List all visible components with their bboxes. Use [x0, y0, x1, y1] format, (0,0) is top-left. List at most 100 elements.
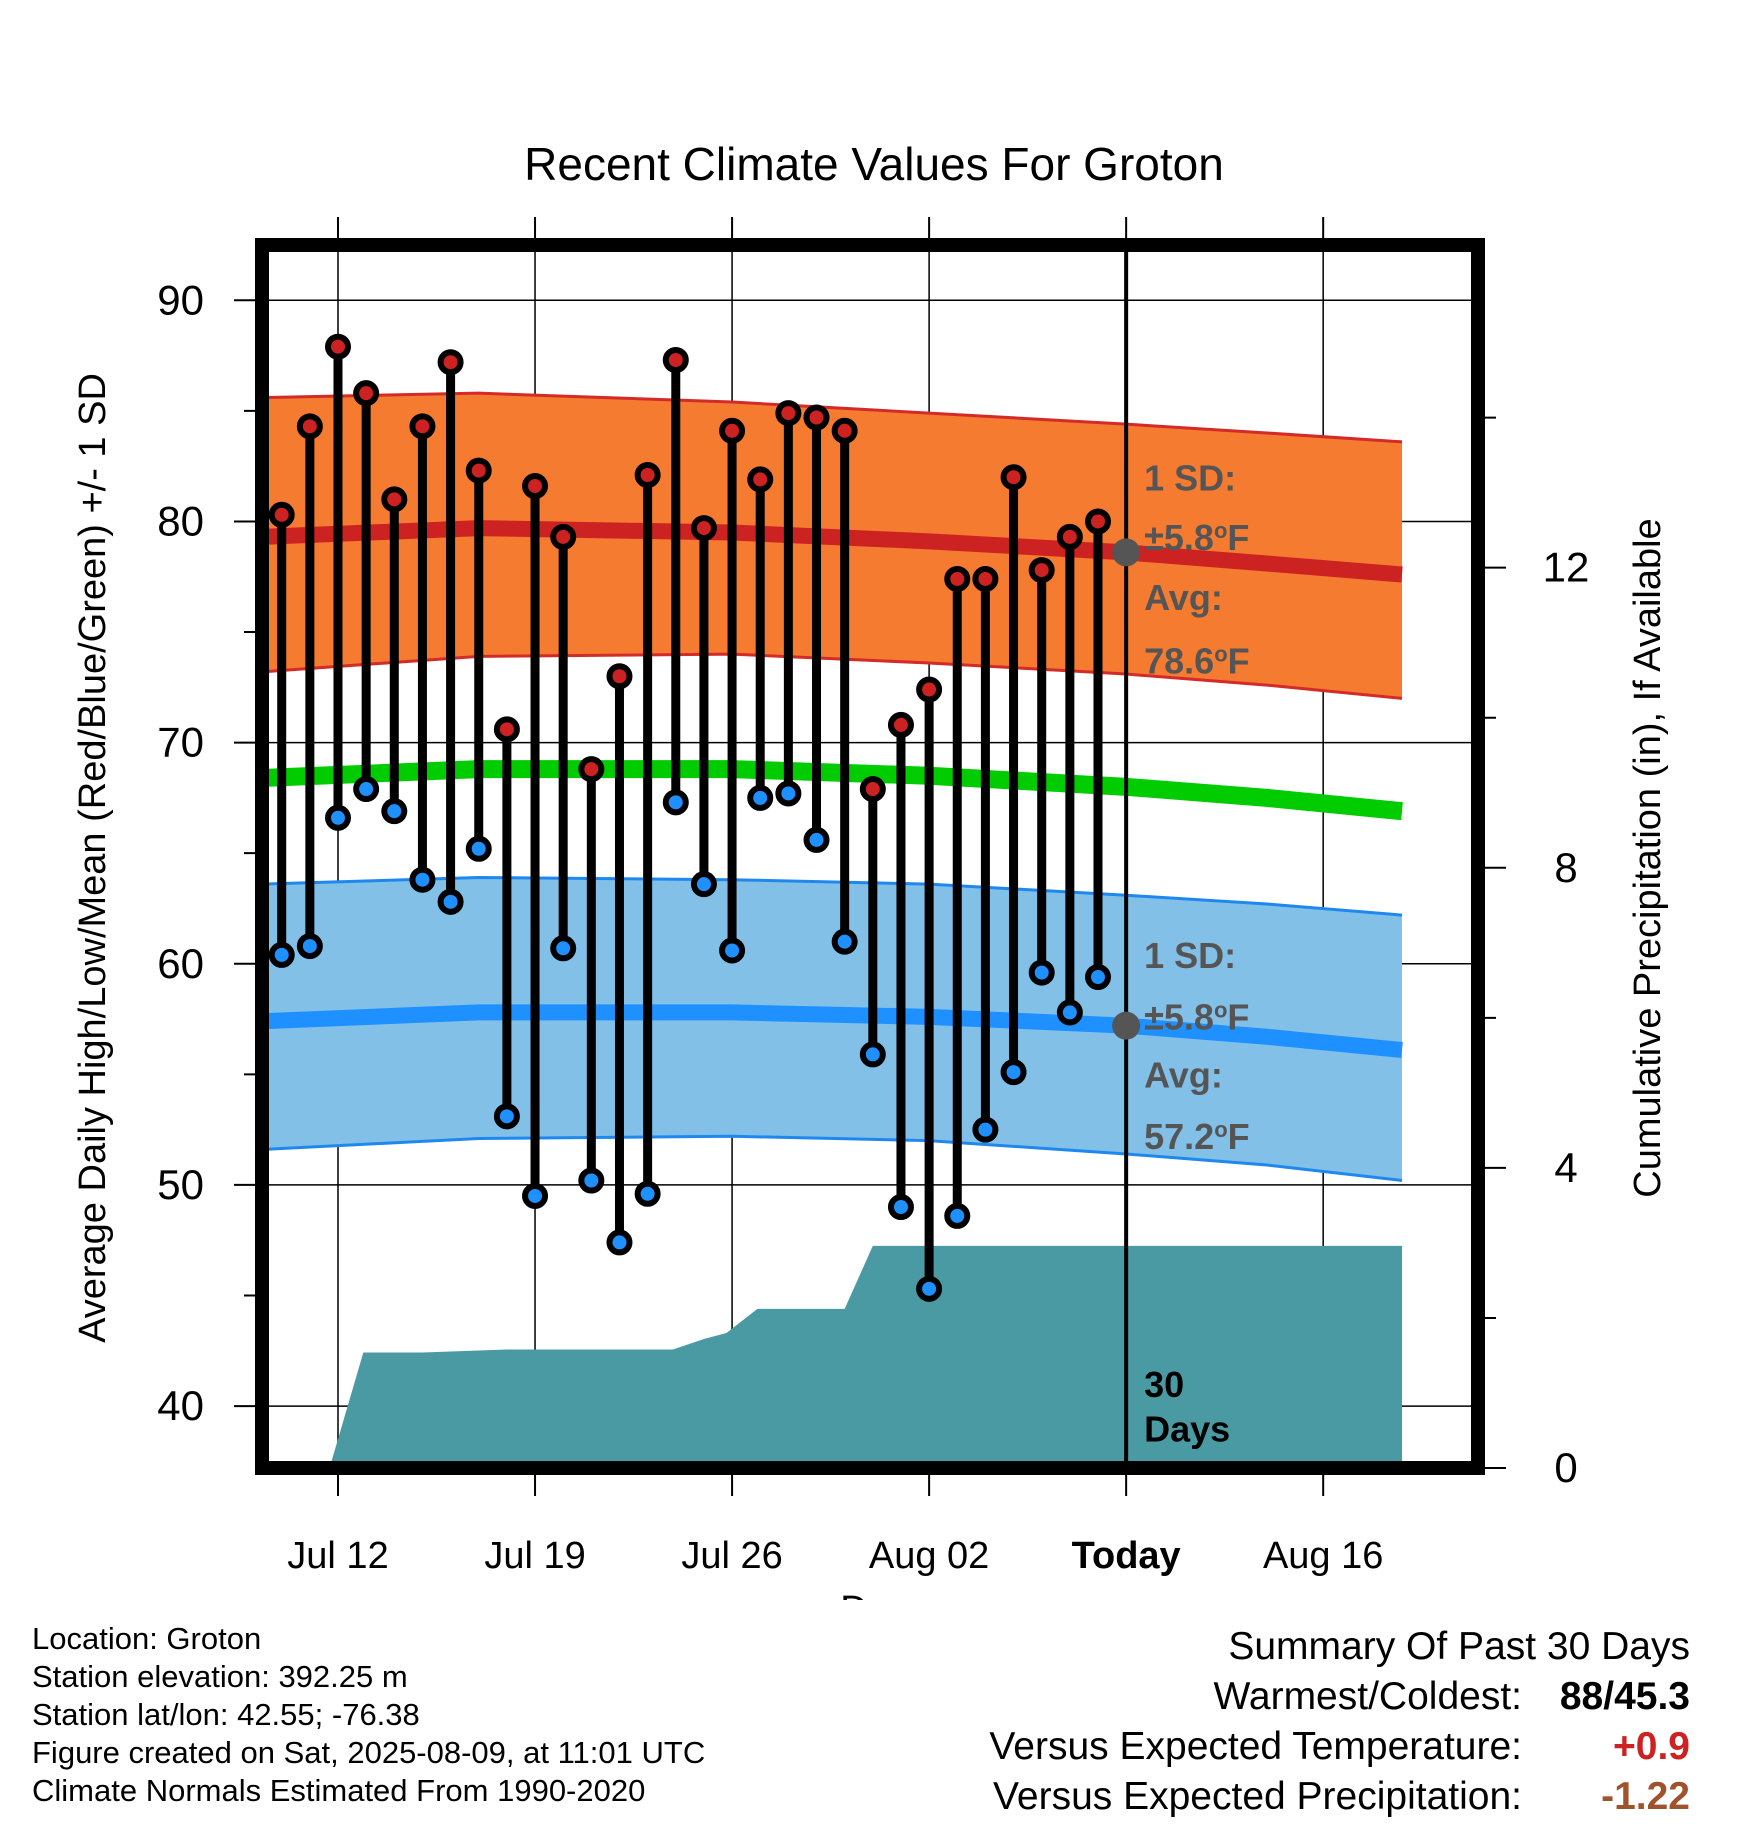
precip-layer — [262, 1245, 1402, 1468]
low-temp-dot — [493, 1103, 520, 1130]
low-temp-dot — [1000, 1059, 1027, 1086]
low-temp-dot — [775, 780, 802, 807]
high-temp-dot — [550, 523, 577, 550]
x-tick-label: Today — [1072, 1535, 1181, 1577]
high-temp-dot — [465, 457, 492, 484]
high-temp-dot — [944, 565, 971, 592]
temperature-stems — [277, 342, 1103, 1294]
low-temp-dot — [296, 933, 323, 960]
low-temp-dot — [831, 928, 858, 955]
precip-anomaly-value: -1.22 — [1601, 1775, 1690, 1818]
degree-mark: o — [1214, 997, 1227, 1022]
x-tick-label: Jul 12 — [287, 1535, 388, 1577]
degree-mark: o — [1214, 517, 1227, 542]
low-temp-dot — [606, 1229, 633, 1256]
x-tick-label: Jul 19 — [484, 1535, 585, 1577]
high-sd-label: 1 SD: — [1144, 457, 1236, 498]
low-temp-dot — [325, 804, 351, 831]
annotations: 1 SD: ±5.8oF Avg: 78.6oF 1 SD: ±5.8oF Av… — [1144, 457, 1250, 1449]
warm-cold-separator: / — [1603, 1675, 1615, 1718]
normal-bands — [262, 391, 1403, 1182]
y2-tick-label: 8 — [1554, 844, 1577, 891]
high-temp-dot — [522, 473, 549, 500]
high-temp-dot — [1028, 557, 1055, 584]
high-temp-dot — [831, 417, 858, 444]
low-temp-dot — [916, 1275, 943, 1302]
low-avg-label: Avg: — [1144, 1055, 1223, 1096]
plot-area — [262, 245, 1403, 1468]
y-tick-label: 40 — [157, 1382, 204, 1429]
low-temp-dot — [409, 866, 436, 893]
high-avg-value: 78.6oF — [1144, 641, 1250, 682]
annotation-unit: F — [1227, 517, 1249, 558]
high-temp-dot — [606, 663, 633, 690]
y-tick-label: 50 — [157, 1161, 204, 1208]
annotation-number: ±5.8 — [1144, 997, 1214, 1038]
high-temp-dot — [972, 565, 999, 592]
x-tick-label: Aug 02 — [869, 1535, 989, 1577]
low-temp-dot — [437, 888, 464, 915]
low-temp-dot — [747, 784, 774, 811]
high-temp-dot — [409, 413, 436, 440]
low-temp-dot — [634, 1180, 661, 1207]
low-temp-dot — [522, 1182, 549, 1209]
chart-title: Recent Climate Values For Groton — [524, 138, 1224, 190]
high-avg-label: Avg: — [1144, 577, 1223, 618]
annotation-unit: F — [1228, 641, 1250, 682]
low-temp-dot — [268, 941, 295, 968]
high-temp-dot — [296, 413, 323, 440]
low-temp-dot — [381, 798, 408, 825]
low-sd-value: ±5.8oF — [1144, 997, 1249, 1038]
days-count-label: 30 — [1144, 1364, 1184, 1405]
temp-anomaly-value: +0.9 — [1613, 1725, 1690, 1768]
annotation-number: 57.2 — [1144, 1116, 1214, 1157]
low-temp-dot — [719, 937, 746, 964]
mean-line — [262, 760, 1403, 821]
degree-mark: o — [1214, 641, 1227, 666]
low-avg-value: 57.2oF — [1144, 1116, 1250, 1157]
climate-chart: Recent Climate Values For Groton Average… — [72, 138, 1669, 1600]
high-temp-dot — [1056, 523, 1083, 550]
low-temp-dot — [465, 835, 492, 862]
latlon-text: Station lat/lon: 42.55; -76.38 — [32, 1697, 420, 1732]
high-temp-dot — [1000, 464, 1027, 491]
y-tick-label: 90 — [157, 276, 204, 323]
y2-tick-label: 0 — [1554, 1444, 1577, 1491]
today-avg-low-marker — [1112, 1011, 1141, 1040]
y-axis-label: Average Daily High/Low/Mean (Red/Blue/Gr… — [72, 373, 114, 1343]
high-temp-dot — [381, 486, 408, 513]
low-temp-dot — [1028, 959, 1055, 986]
summary-panel: Summary Of Past 30 Days Warmest/Coldest:… — [989, 1622, 1690, 1822]
low-temp-dot — [578, 1167, 605, 1194]
high-temp-dot — [325, 333, 351, 360]
low-temp-dot — [887, 1194, 914, 1221]
summary-temp-row: Versus Expected Temperature: +0.9 — [989, 1722, 1690, 1772]
high-temp-dot — [437, 349, 464, 376]
axis-ticks: Jul 12 Jul 19 Jul 26 Aug 02 Today Aug 1640506… — [157, 217, 1589, 1577]
warmest-value: 88 — [1559, 1675, 1604, 1718]
high-temp-dot — [775, 400, 802, 427]
low-temp-dot — [662, 789, 689, 816]
low-temp-dot — [972, 1116, 999, 1143]
summary-precip-row: Versus Expected Precipitation: -1.22 — [989, 1772, 1690, 1822]
coldest-value: 45.3 — [1614, 1675, 1690, 1718]
y2-tick-label: 4 — [1554, 1144, 1577, 1191]
high-temp-dot — [916, 676, 943, 703]
summary-title: Summary Of Past 30 Days — [1228, 1625, 1690, 1668]
precip-area — [262, 1245, 1402, 1468]
temp-anomaly-label: Versus Expected Temperature: — [989, 1725, 1522, 1768]
high-sd-band — [262, 393, 1402, 699]
plot-frame — [255, 238, 1485, 1475]
warm-cold-label: Warmest/Coldest: — [1213, 1675, 1522, 1718]
low-temp-dot — [944, 1202, 971, 1229]
high-temp-dot — [719, 417, 746, 444]
today-avg-high-marker — [1112, 538, 1141, 567]
normals-text: Climate Normals Estimated From 1990-2020 — [32, 1773, 646, 1808]
low-sd-band — [262, 877, 1402, 1181]
y2-tick-label: 12 — [1543, 544, 1590, 591]
high-temp-dot — [578, 756, 605, 783]
station-info: Location: Groton Station elevation: 392.… — [32, 1620, 705, 1810]
high-sd-value: ±5.8oF — [1144, 517, 1249, 558]
low-temp-dot — [803, 826, 830, 853]
high-temp-dot — [662, 347, 689, 374]
